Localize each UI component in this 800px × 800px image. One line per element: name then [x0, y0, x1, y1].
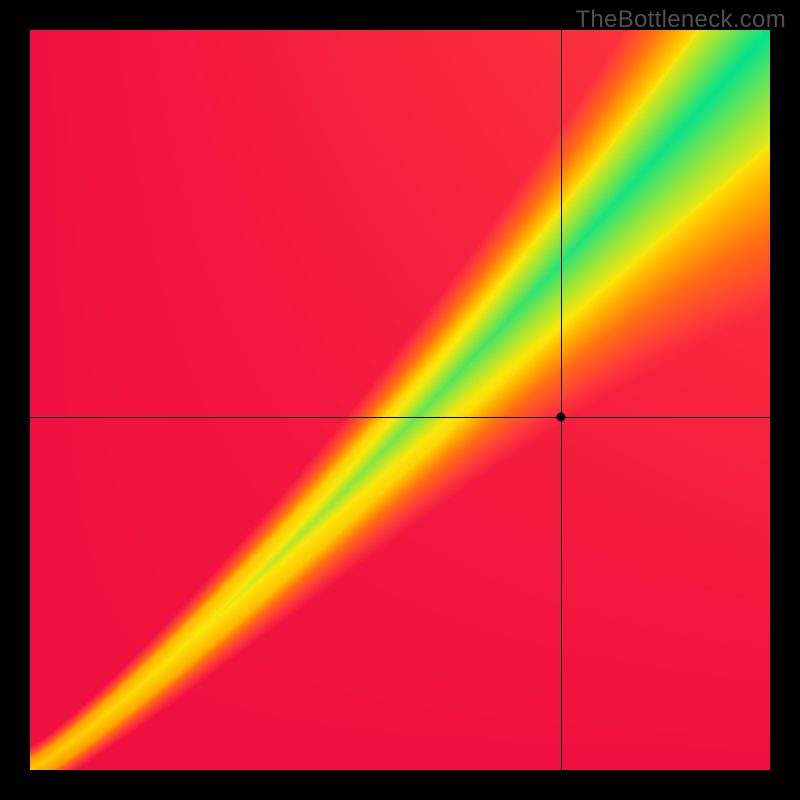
- heatmap-canvas: [30, 30, 770, 770]
- crosshair-vertical: [561, 30, 562, 770]
- plot-area: [30, 30, 770, 770]
- crosshair-horizontal: [30, 417, 770, 418]
- watermark-text: TheBottleneck.com: [575, 6, 786, 34]
- chart-container: TheBottleneck.com: [0, 0, 800, 800]
- intersection-marker: [556, 413, 565, 422]
